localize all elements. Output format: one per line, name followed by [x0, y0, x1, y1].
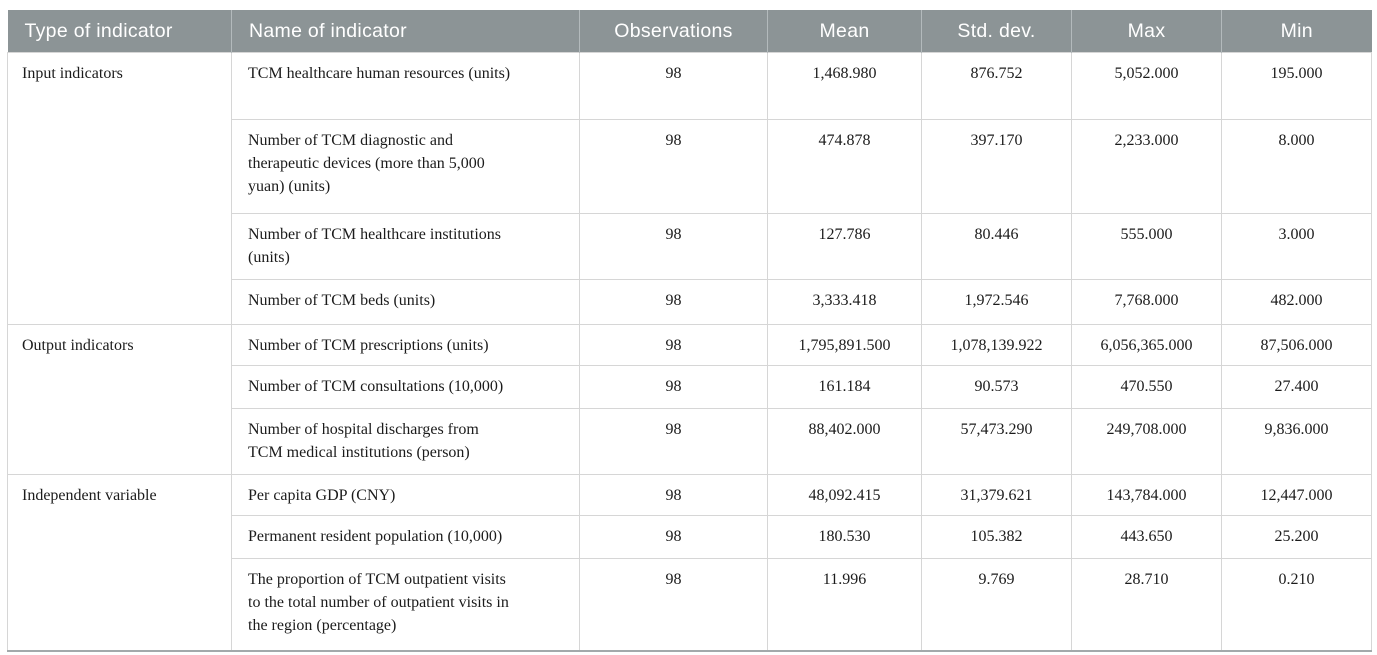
- std-dev-cell: 397.170: [921, 119, 1072, 214]
- observations-cell: 98: [579, 515, 768, 559]
- table-row: Independent variable Per capita GDP (CNY…: [7, 474, 1372, 651]
- min-cell: 0.210: [1221, 558, 1372, 651]
- indicator-name-cell: Number of hospital discharges from TCM m…: [231, 408, 580, 475]
- header-row: Type of indicator Name of indicator Obse…: [7, 10, 1372, 53]
- indicator-name-cell: Permanent resident population (10,000): [231, 515, 580, 559]
- min-cell: 3.000: [1221, 213, 1372, 280]
- max-cell: 470.550: [1071, 365, 1222, 409]
- type-cell: Independent variable: [7, 474, 232, 651]
- header-observations: Observations: [579, 10, 768, 53]
- indicator-name-cell: Number of TCM prescriptions (units): [231, 324, 580, 366]
- mean-cell: 1,468.980: [767, 52, 922, 120]
- table-row: Output indicators Number of TCM prescrip…: [7, 324, 1372, 475]
- min-cell: 195.000: [1221, 52, 1372, 120]
- indicator-name-cell: TCM healthcare human resources (units): [231, 52, 580, 120]
- descriptive-statistics-table-container: Type of indicator Name of indicator Obse…: [7, 10, 1372, 652]
- min-cell: 27.400: [1221, 365, 1372, 409]
- header-name-of-indicator: Name of indicator: [231, 10, 580, 53]
- std-dev-cell: 105.382: [921, 515, 1072, 559]
- indicator-name-cell: Number of TCM beds (units): [231, 279, 580, 325]
- std-dev-cell: 9.769: [921, 558, 1072, 651]
- min-cell: 25.200: [1221, 515, 1372, 559]
- mean-cell: 48,092.415: [767, 474, 922, 516]
- observations-cell: 98: [579, 365, 768, 409]
- indicator-name-cell: Number of TCM healthcare institutions (u…: [231, 213, 580, 280]
- max-cell: 28.710: [1071, 558, 1222, 651]
- mean-cell: 3,333.418: [767, 279, 922, 325]
- max-cell: 443.650: [1071, 515, 1222, 559]
- min-cell: 12,447.000: [1221, 474, 1372, 516]
- table-row: Number of TCM healthcare institutions (u…: [8, 213, 1372, 280]
- observations-cell: 98: [579, 408, 768, 475]
- table-row: Number of hospital discharges from TCM m…: [8, 408, 1372, 475]
- type-cell: Input indicators: [7, 52, 232, 325]
- max-cell: 249,708.000: [1071, 408, 1222, 475]
- max-cell: 2,233.000: [1071, 119, 1222, 214]
- observations-cell: 98: [579, 213, 768, 280]
- max-cell: 143,784.000: [1071, 474, 1222, 516]
- table-row: Number of TCM beds (units) 98 3,333.418 …: [8, 279, 1372, 325]
- header-max: Max: [1071, 10, 1222, 53]
- header-mean: Mean: [767, 10, 922, 53]
- observations-cell: 98: [579, 324, 768, 366]
- indicator-name-cell: The proportion of TCM outpatient visits …: [231, 558, 580, 651]
- mean-cell: 161.184: [767, 365, 922, 409]
- table-row: Number of TCM diagnostic and therapeutic…: [8, 119, 1372, 214]
- mean-cell: 88,402.000: [767, 408, 922, 475]
- observations-cell: 98: [579, 52, 768, 120]
- mean-cell: 127.786: [767, 213, 922, 280]
- mean-cell: 180.530: [767, 515, 922, 559]
- mean-cell: 11.996: [767, 558, 922, 651]
- min-cell: 87,506.000: [1221, 324, 1372, 366]
- indicator-name-cell: Number of TCM diagnostic and therapeutic…: [231, 119, 580, 214]
- std-dev-cell: 1,972.546: [921, 279, 1072, 325]
- table-row: Permanent resident population (10,000) 9…: [8, 515, 1372, 559]
- max-cell: 6,056,365.000: [1071, 324, 1222, 366]
- observations-cell: 98: [579, 474, 768, 516]
- header-type-of-indicator: Type of indicator: [7, 10, 232, 53]
- indicator-name-cell: Per capita GDP (CNY): [231, 474, 580, 516]
- std-dev-cell: 1,078,139.922: [921, 324, 1072, 366]
- type-cell: Output indicators: [7, 324, 232, 475]
- min-cell: 8.000: [1221, 119, 1372, 214]
- max-cell: 5,052.000: [1071, 52, 1222, 120]
- std-dev-cell: 876.752: [921, 52, 1072, 120]
- descriptive-statistics-table: Type of indicator Name of indicator Obse…: [7, 10, 1372, 652]
- table-row: The proportion of TCM outpatient visits …: [8, 558, 1372, 651]
- max-cell: 555.000: [1071, 213, 1222, 280]
- table-row: Number of TCM consultations (10,000) 98 …: [8, 365, 1372, 409]
- max-cell: 7,768.000: [1071, 279, 1222, 325]
- table-row: Input indicators TCM healthcare human re…: [7, 52, 1372, 325]
- mean-cell: 474.878: [767, 119, 922, 214]
- mean-cell: 1,795,891.500: [767, 324, 922, 366]
- std-dev-cell: 80.446: [921, 213, 1072, 280]
- std-dev-cell: 90.573: [921, 365, 1072, 409]
- observations-cell: 98: [579, 279, 768, 325]
- header-min: Min: [1221, 10, 1372, 53]
- observations-cell: 98: [579, 119, 768, 214]
- std-dev-cell: 31,379.621: [921, 474, 1072, 516]
- indicator-name-cell: Number of TCM consultations (10,000): [231, 365, 580, 409]
- min-cell: 482.000: [1221, 279, 1372, 325]
- header-std-dev: Std. dev.: [921, 10, 1072, 53]
- min-cell: 9,836.000: [1221, 408, 1372, 475]
- observations-cell: 98: [579, 558, 768, 651]
- std-dev-cell: 57,473.290: [921, 408, 1072, 475]
